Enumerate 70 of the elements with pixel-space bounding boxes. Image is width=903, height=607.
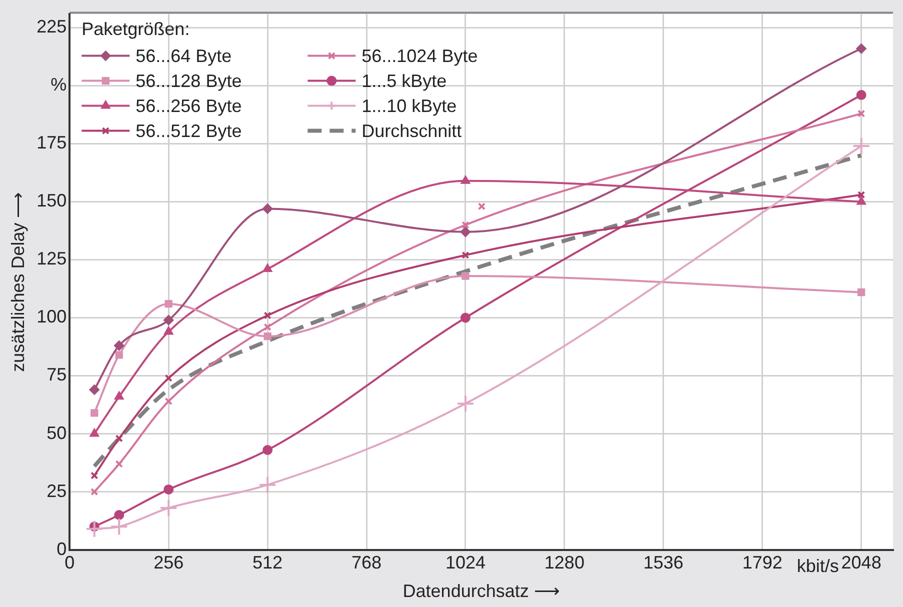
y-tick-label: 225 [36, 16, 67, 37]
point [461, 176, 470, 184]
point [164, 300, 172, 308]
point [262, 445, 273, 456]
line-series [92, 153, 864, 468]
point [264, 312, 272, 320]
x-tick-label: 768 [351, 552, 382, 573]
point [263, 264, 272, 272]
point [857, 288, 866, 296]
x-tick-label: 1792 [742, 552, 782, 573]
y-tick-label: 50 [46, 422, 67, 443]
legend-label: 1...10 kByte [362, 96, 457, 116]
point [462, 251, 470, 259]
legend-label: 56...64 Byte [136, 46, 232, 66]
legend-label: 56...128 Byte [136, 70, 242, 91]
point [264, 323, 272, 331]
point [164, 326, 174, 335]
x-tick-label: 1280 [544, 552, 584, 573]
point [264, 332, 272, 340]
legend-label: 1...5 kByte [362, 70, 447, 91]
point [462, 221, 470, 229]
legend-title: Paketgrößen: [82, 18, 190, 39]
point [115, 460, 123, 468]
point [462, 272, 470, 280]
point [90, 428, 99, 437]
point [456, 394, 474, 413]
point [114, 392, 124, 400]
y-tick-label: 25 [46, 480, 67, 501]
x-tick-label: 2048 [841, 552, 882, 573]
x-tick-label: 1536 [643, 552, 684, 573]
point [114, 510, 124, 520]
point [857, 110, 866, 118]
y-tick-label: 125 [36, 248, 67, 269]
point [852, 137, 870, 156]
point [115, 434, 123, 442]
point [262, 204, 273, 214]
point [85, 520, 104, 538]
y-tick-label: 175 [36, 132, 67, 153]
point [115, 351, 123, 359]
point [460, 312, 470, 323]
y-tick-label: 100 [36, 306, 67, 327]
x-tick-label: 256 [154, 552, 184, 573]
point [856, 196, 866, 205]
point [258, 476, 277, 494]
point [110, 518, 128, 536]
legend-label: Durchschnitt [362, 120, 462, 141]
point [478, 202, 486, 210]
x-tick-label: 1024 [445, 552, 486, 573]
legend-label: 56...256 Byte [136, 96, 242, 116]
text: kbit/s [796, 556, 839, 576]
point [89, 384, 100, 395]
x-tick-label: 512 [252, 552, 283, 573]
y-tick-label: 0 [56, 538, 67, 559]
y-tick-label: 75 [46, 364, 67, 385]
point [164, 484, 174, 494]
legend-label: 56...512 Byte [136, 120, 242, 141]
point [114, 340, 124, 351]
point [90, 409, 98, 417]
y-tick-label: 150 [36, 190, 67, 211]
point [460, 226, 470, 237]
point [164, 397, 172, 406]
point [160, 499, 178, 518]
x-axis-title: Datendurchsatz ⟶ [402, 581, 560, 602]
point [856, 90, 866, 100]
legend-label: 56...1024 Byte [362, 46, 478, 66]
point [164, 374, 172, 382]
y-axis-title: zusätzliches Delay ⟶ [8, 192, 28, 372]
y-tick-label: % [50, 74, 67, 95]
point [856, 44, 866, 54]
point [164, 315, 174, 326]
